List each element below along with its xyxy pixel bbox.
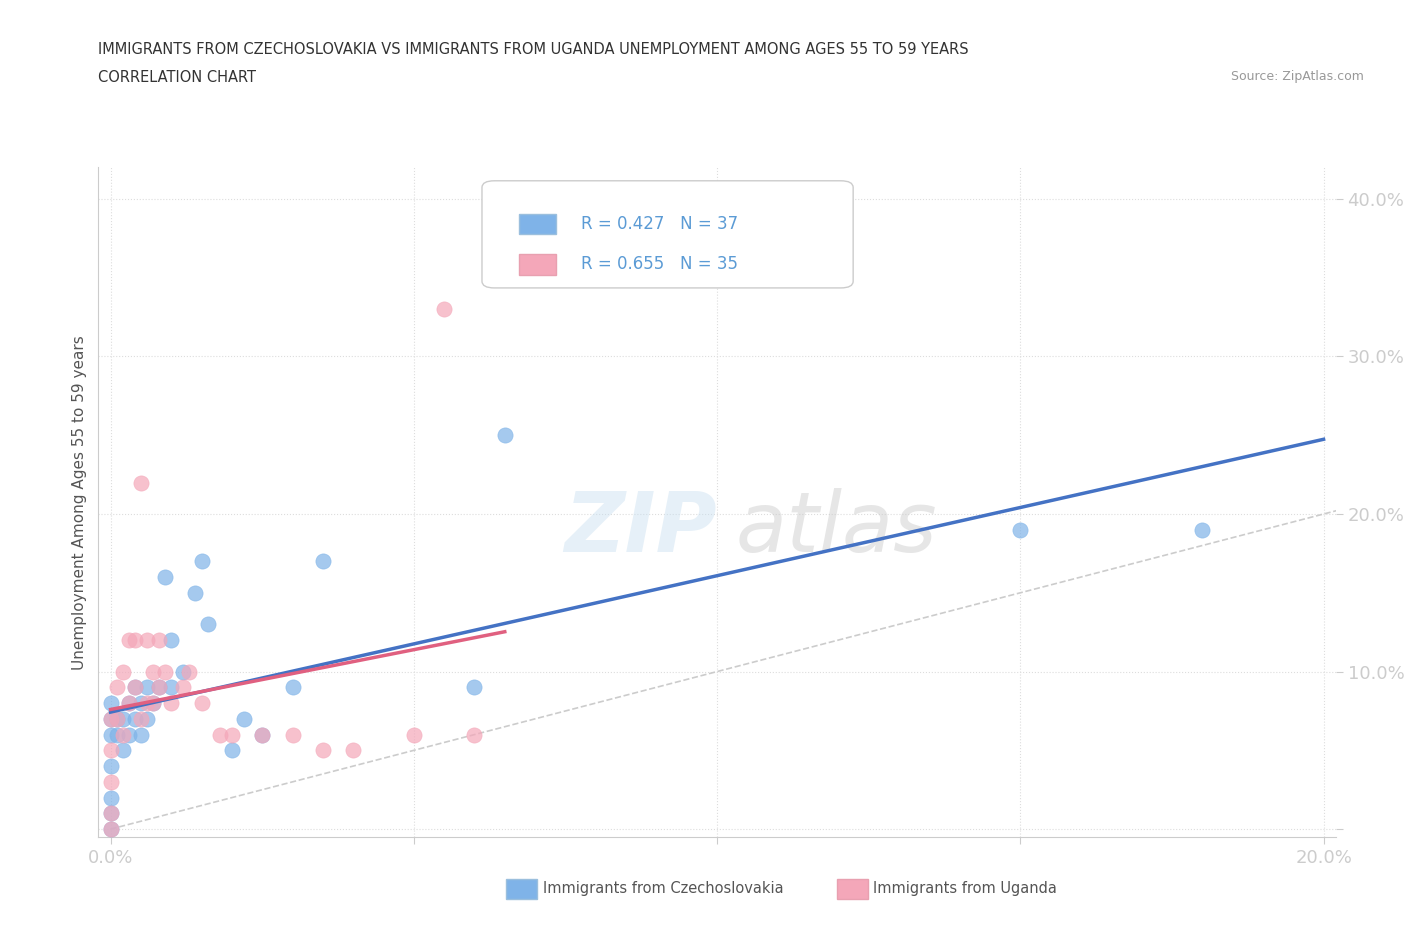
Point — [100, 696, 122, 711]
Point — [153, 664, 176, 679]
Point — [118, 696, 141, 711]
FancyBboxPatch shape — [519, 255, 557, 274]
Point — [136, 696, 159, 711]
Point — [118, 632, 141, 647]
FancyBboxPatch shape — [519, 214, 557, 234]
Point — [250, 727, 273, 742]
Point — [160, 696, 183, 711]
Point — [190, 696, 212, 711]
Point — [124, 680, 146, 695]
Point — [402, 727, 425, 742]
Point — [494, 428, 516, 443]
Point — [100, 727, 122, 742]
Point — [129, 475, 152, 490]
Point — [111, 743, 134, 758]
Point — [142, 696, 165, 711]
Point — [124, 711, 146, 726]
Point — [105, 711, 128, 726]
Y-axis label: Unemployment Among Ages 55 to 59 years: Unemployment Among Ages 55 to 59 years — [72, 335, 87, 670]
Text: Source: ZipAtlas.com: Source: ZipAtlas.com — [1230, 70, 1364, 83]
Point — [160, 680, 183, 695]
Point — [148, 680, 170, 695]
Point — [129, 711, 152, 726]
Text: R = 0.655   N = 35: R = 0.655 N = 35 — [581, 256, 738, 273]
Point — [142, 696, 165, 711]
Point — [172, 664, 194, 679]
Point — [233, 711, 256, 726]
Point — [463, 727, 485, 742]
Point — [190, 554, 212, 569]
Point — [105, 680, 128, 695]
Point — [136, 711, 159, 726]
Point — [100, 711, 122, 726]
Point — [118, 727, 141, 742]
Point — [433, 301, 456, 316]
Point — [160, 632, 183, 647]
Point — [208, 727, 231, 742]
Text: IMMIGRANTS FROM CZECHOSLOVAKIA VS IMMIGRANTS FROM UGANDA UNEMPLOYMENT AMONG AGES: IMMIGRANTS FROM CZECHOSLOVAKIA VS IMMIGR… — [98, 42, 969, 57]
Text: R = 0.427   N = 37: R = 0.427 N = 37 — [581, 216, 738, 233]
Point — [111, 664, 134, 679]
Point — [118, 696, 141, 711]
Point — [221, 727, 243, 742]
Point — [111, 711, 134, 726]
Point — [100, 711, 122, 726]
Point — [281, 727, 304, 742]
Point — [129, 727, 152, 742]
FancyBboxPatch shape — [482, 180, 853, 288]
Text: CORRELATION CHART: CORRELATION CHART — [98, 70, 256, 85]
Text: Immigrants from Uganda: Immigrants from Uganda — [873, 881, 1057, 896]
Text: Immigrants from Czechoslovakia: Immigrants from Czechoslovakia — [543, 881, 783, 896]
Point — [342, 743, 364, 758]
Point — [100, 806, 122, 821]
Point — [153, 569, 176, 584]
Point — [105, 711, 128, 726]
Point — [100, 822, 122, 837]
Point — [124, 680, 146, 695]
Point — [100, 806, 122, 821]
Text: ZIP: ZIP — [564, 488, 717, 569]
Point — [250, 727, 273, 742]
Point — [1191, 523, 1213, 538]
Point — [100, 775, 122, 790]
Point — [312, 554, 335, 569]
Point — [124, 632, 146, 647]
Point — [148, 632, 170, 647]
Point — [184, 585, 207, 600]
Point — [179, 664, 201, 679]
Point — [1010, 523, 1032, 538]
Point — [221, 743, 243, 758]
Point — [129, 696, 152, 711]
Text: atlas: atlas — [735, 488, 938, 569]
Point — [197, 617, 219, 631]
Point — [136, 680, 159, 695]
Point — [111, 727, 134, 742]
Point — [100, 790, 122, 805]
Point — [105, 727, 128, 742]
Point — [100, 822, 122, 837]
Point — [148, 680, 170, 695]
Point — [100, 743, 122, 758]
Point — [142, 664, 165, 679]
Point — [281, 680, 304, 695]
Point — [100, 759, 122, 774]
Point — [463, 680, 485, 695]
Point — [312, 743, 335, 758]
Point — [172, 680, 194, 695]
Point — [136, 632, 159, 647]
